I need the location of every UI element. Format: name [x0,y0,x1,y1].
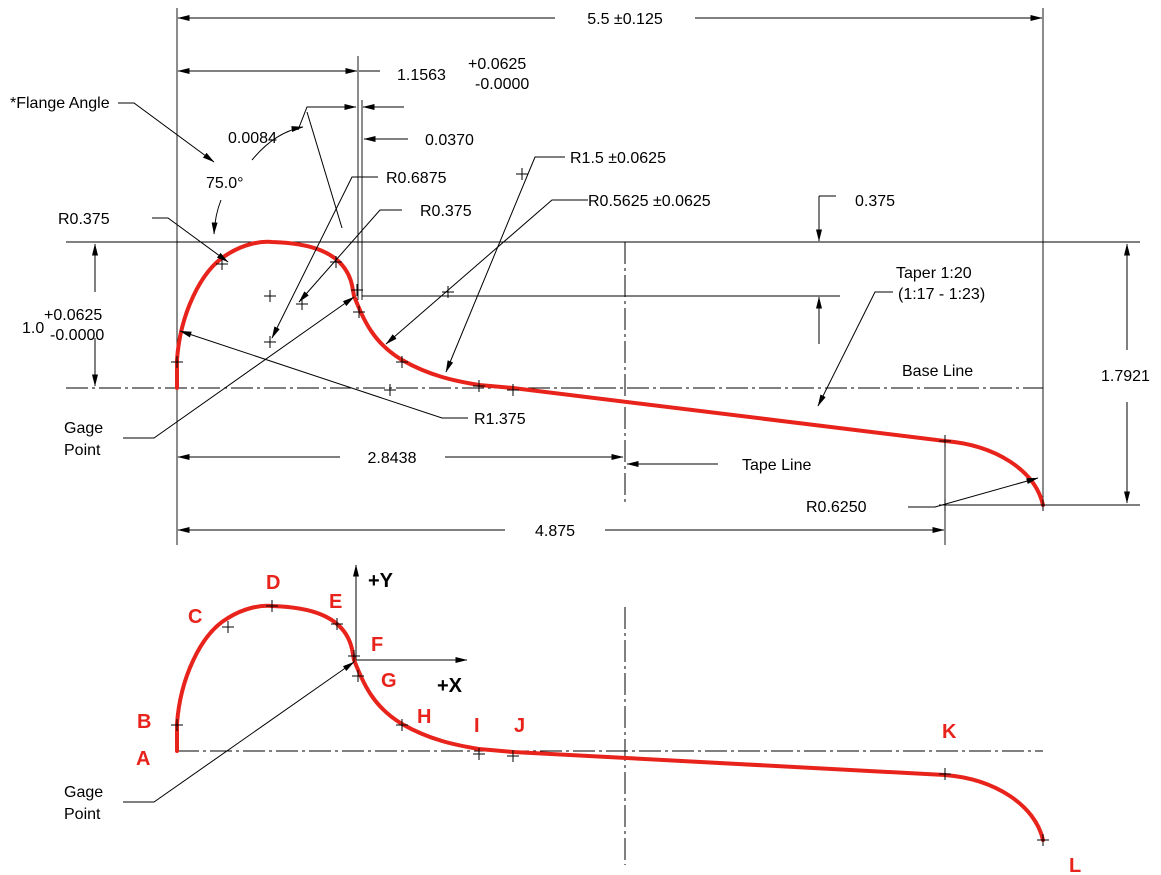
point-label-f: F [371,634,383,656]
point-label-h: H [417,706,431,728]
label-point-upper: Point [64,442,101,459]
dim-leader-0084 [306,111,343,229]
dim-line-0084-left [297,104,357,131]
flange-angle-leader [118,102,215,163]
point-label-k: K [942,721,957,743]
label-point-lower: Point [64,806,101,823]
wheel-profile-lower [175,603,1045,842]
dim-width-4875: 4.875 [535,523,575,540]
axis-label-y: +Y [368,570,394,592]
leader-r-625 [908,477,1039,508]
label-base-line: Base Line [902,363,973,380]
leader-taper [817,291,893,407]
dim-taper-range: (1:17 - 1:23) [898,286,985,303]
construction-markers [171,168,1049,511]
dim-height-1-0-minus: -0.0000 [50,327,104,344]
dim-gage-offset-minus: -0.0000 [475,76,529,93]
leader-r-1-5 [445,156,565,373]
axis-label-x: +X [437,675,463,697]
point-label-b: B [137,711,151,733]
dim-height-1-0: 1.0 [22,320,44,337]
dim-gage-offset-plus: +0.0625 [468,56,526,73]
leader-r-375-right [298,209,402,303]
lower-view: +Y +X A B C D E F G H I J K L Gage Point [64,564,1081,875]
dim-step-0370: 0.0370 [425,132,474,149]
point-label-i: I [474,715,480,737]
point-label-l: L [1069,855,1081,875]
point-label-g: G [381,670,397,692]
leader-gage-upper [123,296,355,439]
dim-height-17921: 1.7921 [1101,368,1150,385]
label-gage-upper: Gage [64,420,103,437]
dim-r-375-right: R0.375 [420,203,472,220]
label-tape-line: Tape Line [742,457,811,474]
dim-v-0375: 0.375 [855,193,895,210]
point-label-a: A [136,748,150,770]
dim-r-5625: R0.5625 ±0.0625 [588,193,711,210]
dim-step-0084: 0.0084 [228,130,277,147]
flange-angle-label: *Flange Angle [10,95,110,112]
leader-r-6875 [271,176,378,339]
leader-r-1-375 [179,330,468,419]
label-gage-lower: Gage [64,784,103,801]
dim-tape-dist: 2.8438 [368,450,417,467]
point-label-d: D [266,572,280,594]
dim-r-375-left: R0.375 [58,211,110,228]
lower-markers [171,600,1049,846]
dim-overall-width: 5.5 ±0.125 [587,11,663,28]
dim-r-6875: R0.6875 [386,170,447,187]
flange-angle-value: 75.0° [206,175,244,192]
flange-angle-arc-low [211,199,222,235]
point-label-j: J [514,715,525,737]
point-label-e: E [329,591,342,613]
leader-r-5625 [385,199,588,345]
upper-view: 5.5 ±0.125 1.1563 +0.0625 -0.0000 *Flang… [10,8,1150,545]
dim-r-625: R0.6250 [806,499,867,516]
dim-taper: Taper 1:20 [896,265,972,282]
point-label-c: C [188,606,202,628]
dim-r-1-5: R1.5 ±0.0625 [570,150,666,167]
leader-r-375-left [152,217,229,263]
dim-gage-offset: 1.1563 [397,67,446,84]
leader-gage-lower [123,661,355,803]
dim-height-1-0-plus: +0.0625 [44,307,102,324]
dim-r-1-375: R1.375 [474,411,526,428]
